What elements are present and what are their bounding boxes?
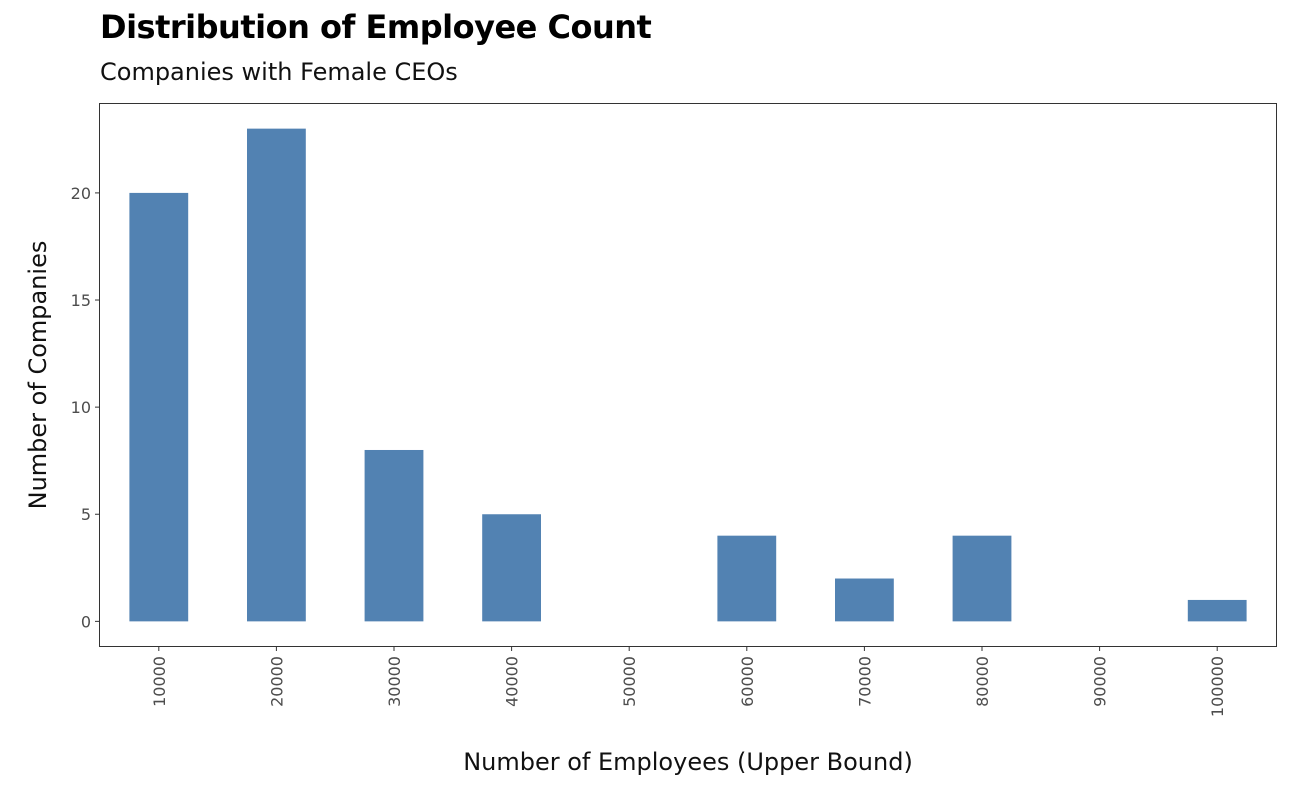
x-tick-label: 70000: [855, 656, 874, 707]
bar-100000: [1187, 599, 1247, 622]
y-axis-title: Number of Companies: [24, 241, 52, 510]
bar-40000: [482, 514, 541, 622]
x-axis-title: Number of Employees (Upper Bound): [463, 748, 913, 776]
plot-panel-border: [99, 103, 1277, 647]
x-tick-label: 30000: [385, 656, 404, 707]
bar-20000: [247, 128, 306, 622]
bar-80000: [952, 535, 1012, 622]
x-tick-label: 50000: [620, 656, 639, 707]
x-axis: 10000 20000 30000 40000 50000 60000 70000 80000…: [150, 646, 1227, 717]
x-tick-label: 40000: [503, 656, 522, 707]
x-tick-label: 60000: [738, 656, 757, 707]
x-tick-label: 100000: [1208, 656, 1227, 717]
x-tick-label: 90000: [1091, 656, 1110, 707]
x-tick-label: 80000: [973, 656, 992, 707]
chart-subtitle: Companies with Female CEOs: [100, 58, 458, 86]
x-tick-label: 20000: [267, 656, 286, 707]
bar-60000: [717, 535, 777, 622]
y-tick-label: 10: [71, 398, 91, 417]
x-tick-label: 10000: [150, 656, 169, 707]
y-tick-label: 0: [81, 612, 91, 631]
y-tick-label: 5: [81, 505, 91, 524]
bar-10000: [129, 192, 189, 622]
bar-70000: [835, 578, 894, 622]
bars-group: [129, 128, 1247, 622]
y-axis: 0 5 10 15 20: [71, 184, 100, 631]
y-tick-label: 20: [71, 184, 91, 203]
y-tick-label: 15: [71, 291, 91, 310]
bar-30000: [364, 449, 424, 622]
chart-title: Distribution of Employee Count: [100, 8, 652, 46]
